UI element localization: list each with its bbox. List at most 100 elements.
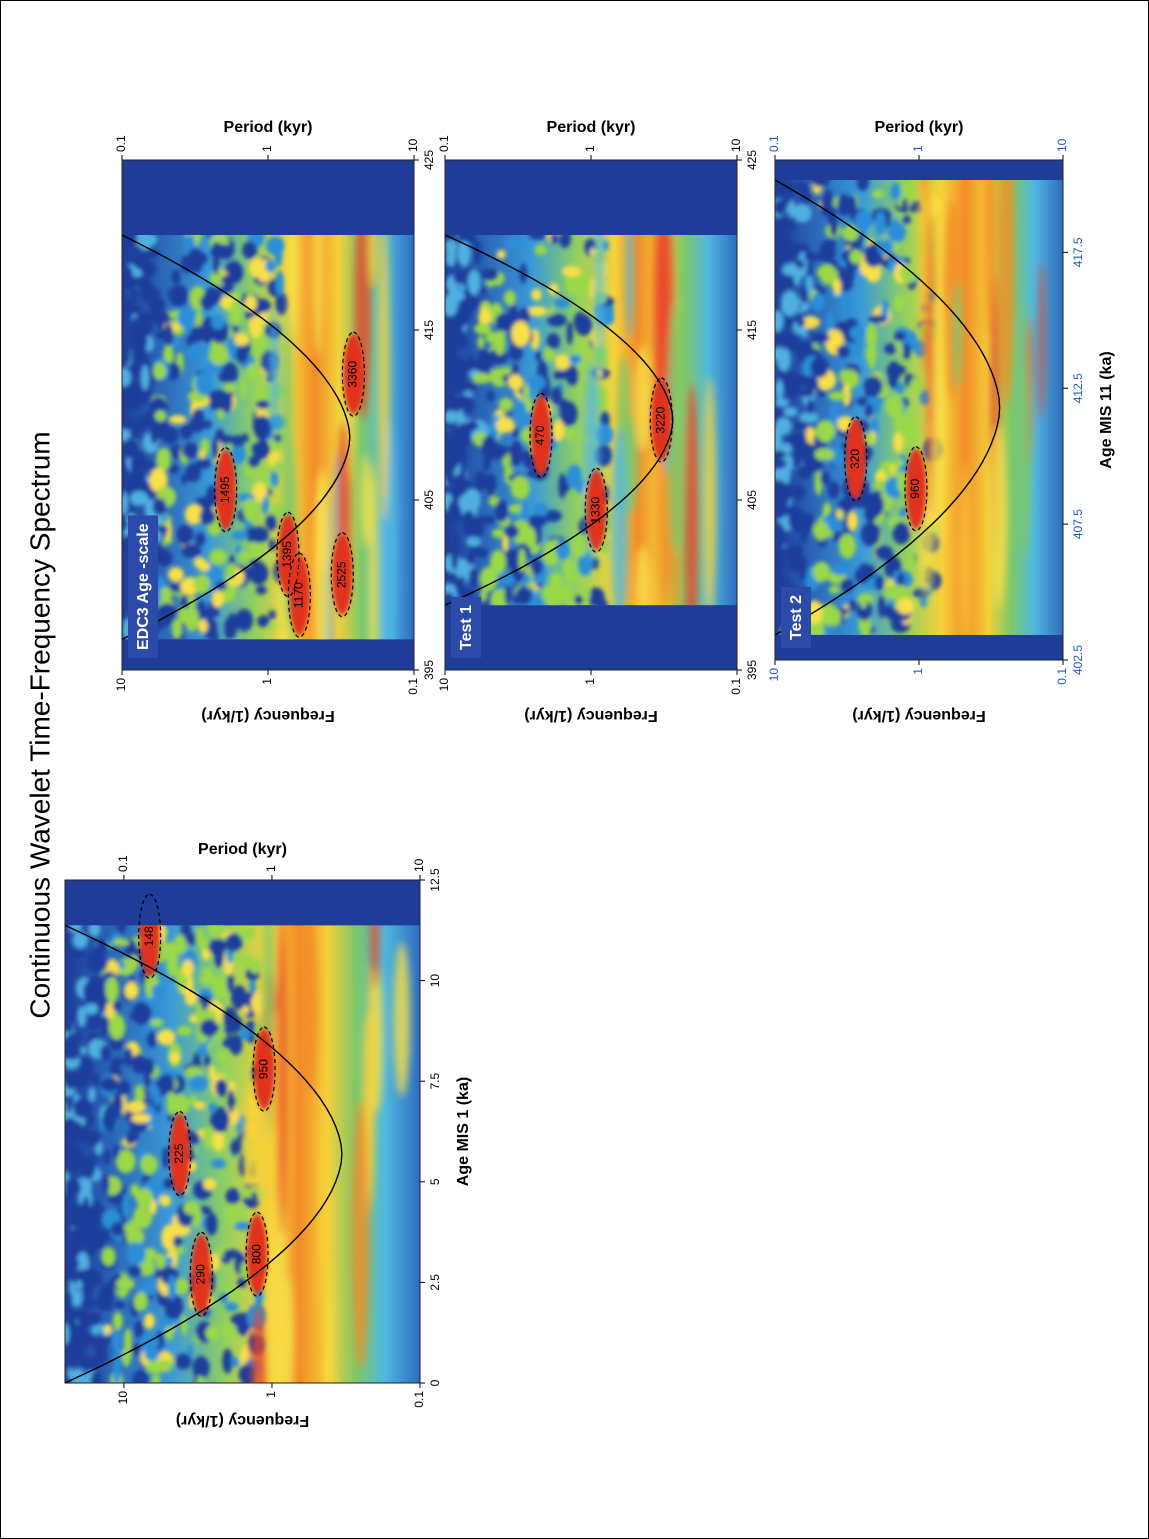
heatmap-blob (131, 1113, 151, 1124)
heatmap-blob (211, 314, 225, 330)
heatmap-blob (230, 1356, 240, 1368)
heatmap-blob (167, 566, 185, 582)
heatmap-blob (143, 1247, 157, 1262)
heatmap-blob (88, 1087, 96, 1102)
plot-frame (121, 159, 415, 671)
heatmap-blob (204, 1054, 211, 1067)
heatmap-blob (868, 314, 888, 324)
heatmap-blob (803, 252, 823, 262)
heatmap-blob (122, 1345, 131, 1367)
heatmap-blob (153, 362, 166, 380)
heatmap-blob (840, 578, 854, 593)
heatmap-blob (810, 356, 829, 378)
heatmap-blob (65, 1275, 70, 1298)
heatmap-blob (239, 1026, 252, 1041)
heatmap-blob (122, 416, 133, 431)
heatmap-blob (175, 1353, 192, 1370)
heatmap-blob (151, 1374, 161, 1383)
heatmap-blob (171, 619, 182, 639)
y-axis-label: Frequency (1/kyr) (524, 707, 657, 724)
heatmap-streak (269, 310, 280, 429)
significance-contour (844, 416, 868, 502)
heatmap-streak (370, 925, 379, 989)
heatmap-blob (499, 366, 513, 376)
heatmap-blob (211, 438, 220, 460)
significance-contour (168, 1111, 192, 1197)
y-tick-label: 0.1 (412, 1391, 426, 1408)
heatmap-blob (235, 345, 249, 364)
heatmap-blob (105, 976, 119, 1003)
heatmap-blob (459, 364, 472, 374)
heatmap-blob (503, 290, 516, 306)
heatmap-blob (836, 344, 851, 358)
heatmap-blob (838, 497, 855, 513)
heatmap-blob (495, 417, 515, 433)
heatmap-blob (827, 481, 840, 499)
heatmap-blob (71, 1215, 86, 1231)
heatmap-blob (215, 581, 227, 591)
heatmap-blob (522, 382, 530, 405)
heatmap-blob (566, 464, 583, 489)
peak-label: 470 (533, 425, 547, 445)
heatmap-blob (73, 1097, 93, 1119)
heatmap-blob (96, 1293, 114, 1313)
heatmap-blob (80, 1046, 87, 1055)
heatmap-blob (195, 927, 205, 948)
heatmap-blob (221, 362, 238, 382)
heatmap-blob (252, 438, 270, 460)
heatmap-blob (154, 1359, 174, 1371)
heatmap-blob (775, 398, 790, 408)
y-tick-label: 10 (767, 668, 781, 682)
heatmap-blob (83, 1277, 94, 1302)
x-axis-label: Age MIS 1 (ka) (455, 1077, 472, 1186)
heatmap-blob (191, 408, 204, 426)
heatmap-blob (114, 1300, 125, 1310)
heatmap-streak (1038, 260, 1046, 420)
heatmap-blob (865, 323, 878, 349)
heatmap-blob (481, 267, 499, 282)
heatmap-blob (126, 1100, 146, 1113)
heatmap-blob (193, 574, 211, 594)
heatmap-blob (208, 1102, 217, 1114)
heatmap-blob (83, 980, 98, 1005)
heatmap-blob (132, 1001, 152, 1026)
heatmap-streak (703, 377, 717, 606)
heatmap-blob (231, 445, 247, 464)
heatmap-blob (901, 215, 911, 225)
heatmap-blob (776, 180, 795, 202)
panel-label: EDC3 Age -scale (135, 523, 152, 650)
heatmap-blob (546, 313, 567, 327)
y2-axis-label: Period (kyr) (547, 119, 636, 136)
heatmap-blob (830, 402, 839, 427)
heatmap-blob (553, 298, 571, 309)
heatmap-blob (122, 583, 131, 594)
heatmap-blob (814, 448, 835, 461)
heatmap-blob (445, 451, 458, 471)
significance-contour (649, 377, 673, 463)
heatmap-blob (133, 1204, 153, 1229)
peak-label: 960 (908, 478, 922, 498)
heatmap-blob (237, 926, 256, 940)
heatmap-blob (112, 1000, 122, 1012)
heatmap-blob (800, 284, 808, 305)
heatmap-blob (848, 599, 857, 612)
heatmap-blob (168, 284, 189, 307)
heatmap-blob (228, 300, 243, 327)
heatmap-blob (821, 272, 834, 285)
heatmap-blob (148, 296, 166, 313)
heatmap-blob (799, 555, 808, 581)
spectral-peak (139, 925, 160, 977)
heatmap-blob (228, 1034, 243, 1056)
heatmap-blob (102, 1173, 110, 1195)
x-tick-label: 395 (422, 660, 436, 680)
heatmap-blob (600, 358, 609, 367)
heatmap-blob (155, 1253, 166, 1270)
heatmap-blob (781, 465, 791, 485)
peak-label: 950 (256, 1059, 270, 1079)
heatmap-blob (156, 447, 171, 472)
heatmap-blob (224, 397, 233, 408)
heatmap-blob (452, 394, 471, 410)
heatmap-blob (559, 401, 578, 427)
heatmap-blob (147, 287, 161, 299)
heatmap-blob (828, 585, 841, 594)
